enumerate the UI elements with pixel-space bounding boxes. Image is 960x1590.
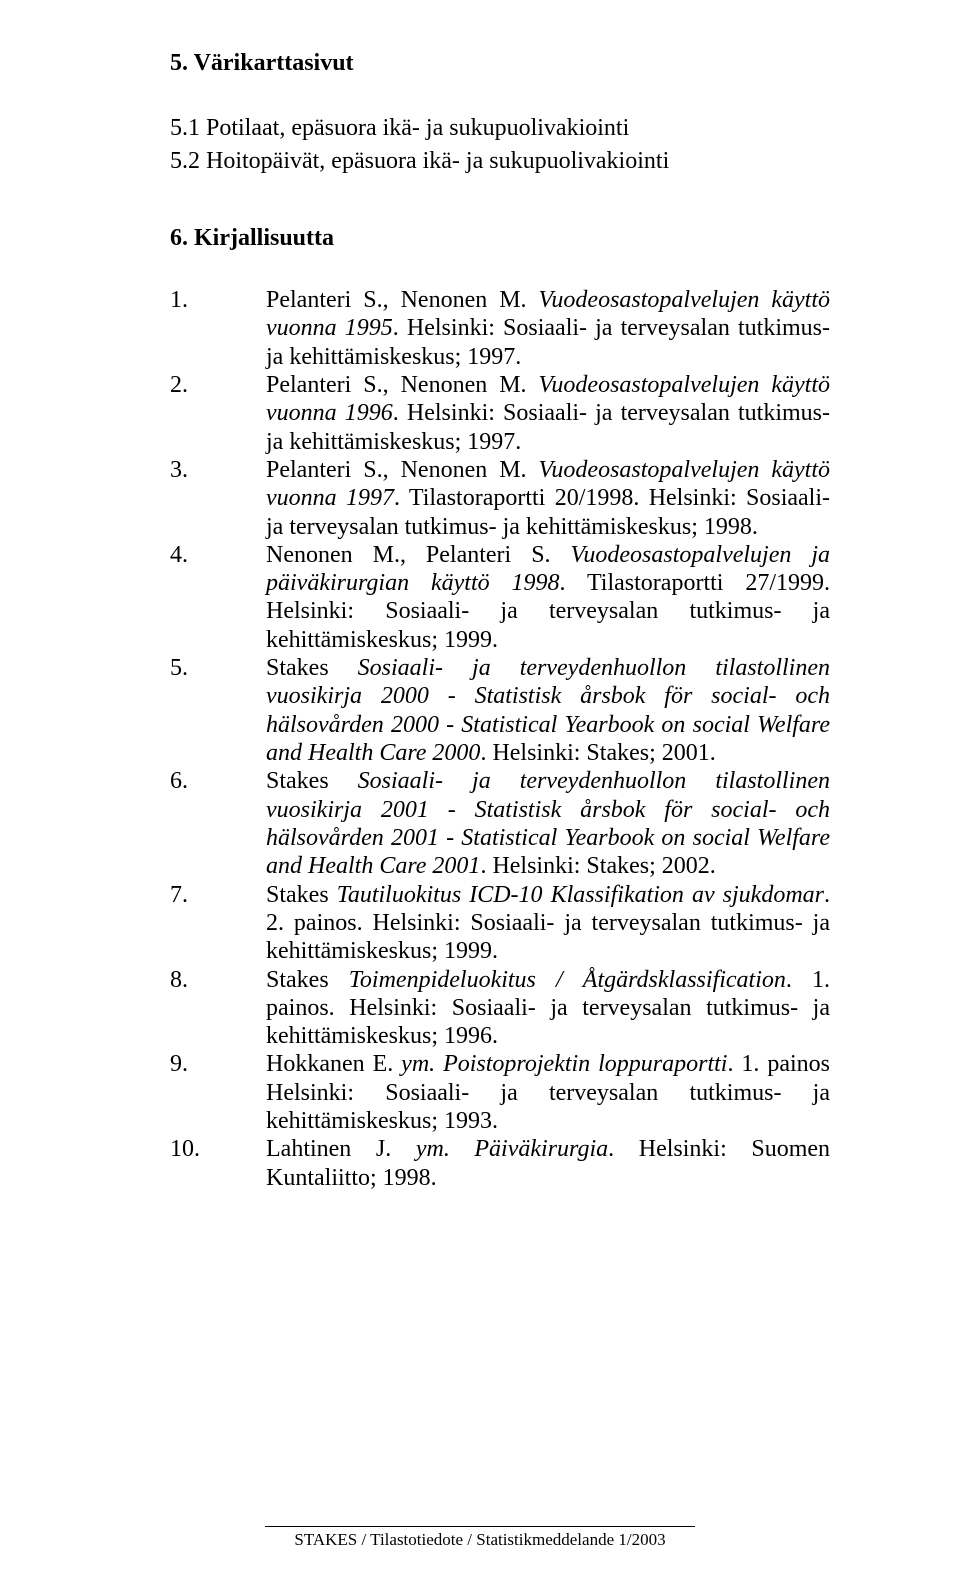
reference-item: 6.Stakes Sosiaali- ja terveydenhuollon t… xyxy=(170,767,830,880)
reference-number: 7. xyxy=(170,881,266,966)
reference-number: 2. xyxy=(170,371,266,456)
reference-number: 5. xyxy=(170,654,266,767)
reference-text: Stakes Tautiluokitus ICD-10 Klassifikati… xyxy=(266,881,830,966)
reference-text: Stakes Toimenpideluokitus / Åtgärdsklass… xyxy=(266,966,830,1051)
footer-text: STAKES / Tilastotiedote / Statistikmedde… xyxy=(294,1530,665,1549)
reference-item: 10.Lahtinen J. ym. Päiväkirurgia. Helsin… xyxy=(170,1135,830,1192)
reference-text: Nenonen M., Pelanteri S. Vuodeosastopalv… xyxy=(266,541,830,654)
reference-text: Pelanteri S., Nenonen M. Vuodeosastopalv… xyxy=(266,286,830,371)
reference-number: 1. xyxy=(170,286,266,371)
section-5-1-heading: 5.1 Potilaat, epäsuora ikä- ja sukupuoli… xyxy=(170,115,830,142)
page-footer: STAKES / Tilastotiedote / Statistikmedde… xyxy=(0,1526,960,1550)
reference-item: 1.Pelanteri S., Nenonen M. Vuodeosastopa… xyxy=(170,286,830,371)
reference-text: Pelanteri S., Nenonen M. Vuodeosastopalv… xyxy=(266,371,830,456)
reference-text: Pelanteri S., Nenonen M. Vuodeosastopalv… xyxy=(266,456,830,541)
reference-item: 4.Nenonen M., Pelanteri S. Vuodeosastopa… xyxy=(170,541,830,654)
reference-text: Stakes Sosiaali- ja terveydenhuollon til… xyxy=(266,767,830,880)
reference-item: 8.Stakes Toimenpideluokitus / Åtgärdskla… xyxy=(170,966,830,1051)
reference-list: 1.Pelanteri S., Nenonen M. Vuodeosastopa… xyxy=(170,286,830,1192)
reference-item: 2.Pelanteri S., Nenonen M. Vuodeosastopa… xyxy=(170,371,830,456)
section-5-heading: 5. Värikarttasivut xyxy=(170,50,830,77)
reference-text: Hokkanen E. ym. Poistoprojektin loppurap… xyxy=(266,1050,830,1135)
reference-item: 7.Stakes Tautiluokitus ICD-10 Klassifika… xyxy=(170,881,830,966)
reference-number: 3. xyxy=(170,456,266,541)
reference-item: 9.Hokkanen E. ym. Poistoprojektin loppur… xyxy=(170,1050,830,1135)
section-6-heading: 6. Kirjallisuutta xyxy=(170,225,830,252)
reference-item: 3.Pelanteri S., Nenonen M. Vuodeosastopa… xyxy=(170,456,830,541)
reference-number: 8. xyxy=(170,966,266,1051)
reference-number: 6. xyxy=(170,767,266,880)
section-5-2-heading: 5.2 Hoitopäivät, epäsuora ikä- ja sukupu… xyxy=(170,148,830,175)
reference-number: 9. xyxy=(170,1050,266,1135)
reference-item: 5.Stakes Sosiaali- ja terveydenhuollon t… xyxy=(170,654,830,767)
reference-text: Stakes Sosiaali- ja terveydenhuollon til… xyxy=(266,654,830,767)
reference-number: 4. xyxy=(170,541,266,654)
reference-text: Lahtinen J. ym. Päiväkirurgia. Helsinki:… xyxy=(266,1135,830,1192)
reference-number: 10. xyxy=(170,1135,266,1192)
